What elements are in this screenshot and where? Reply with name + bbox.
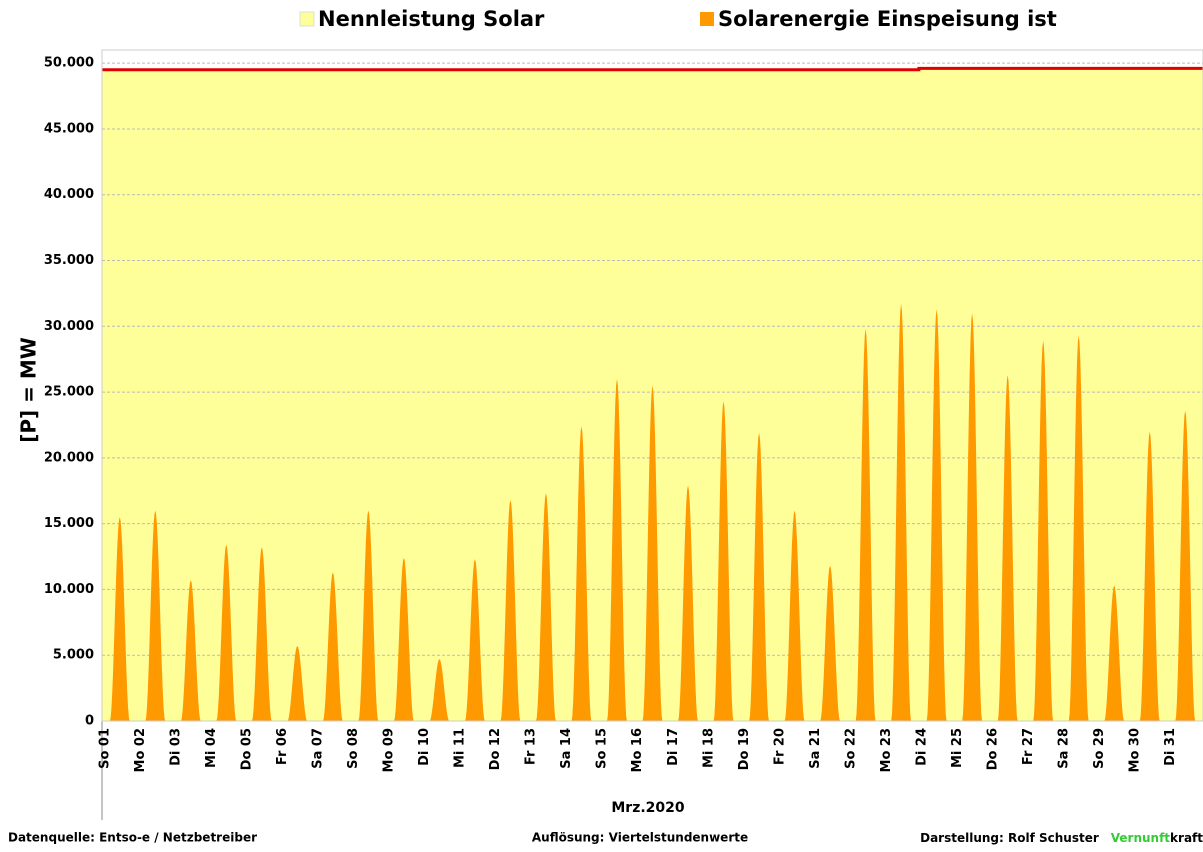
solar-day — [678, 485, 698, 721]
solar-day — [607, 378, 627, 721]
legend-swatch — [700, 12, 714, 26]
x-tick-label: So 01 — [98, 728, 113, 769]
x-tick-label: Mi 25 — [950, 728, 965, 768]
legend-label: Solarenergie Einspeisung ist — [718, 7, 1057, 31]
x-tick-label: Mi 11 — [453, 728, 468, 768]
x-tick-label: Mo 23 — [879, 728, 894, 772]
solar-day — [180, 580, 201, 721]
brand-green: Vernunft — [1111, 831, 1171, 845]
x-tick-label: Sa 07 — [311, 728, 326, 769]
y-tick-label: 30.000 — [44, 319, 94, 334]
solar-day — [1175, 410, 1196, 721]
y-tick-label: 50.000 — [44, 56, 94, 71]
x-tick-label: Di 03 — [169, 728, 184, 766]
y-tick-label: 5.000 — [53, 648, 94, 663]
x-tick-label: So 22 — [843, 728, 858, 769]
solar-day — [820, 565, 841, 721]
x-tick-label: Do 19 — [737, 728, 752, 770]
solar-day — [749, 432, 769, 721]
solar-day — [287, 646, 308, 721]
x-axis-title: Mrz.2020 — [611, 800, 685, 816]
solar-day — [784, 510, 805, 721]
x-tick-label: Di 17 — [666, 728, 681, 766]
footer-author: Darstellung: Rolf Schuster Vernunftkraft — [920, 831, 1203, 845]
solar-day — [997, 374, 1018, 721]
footer-resolution: Auflösung: Viertelstundenwerte — [532, 831, 748, 845]
y-tick-label: 0 — [85, 714, 94, 729]
solar-day — [216, 544, 237, 721]
solar-day — [393, 557, 414, 721]
solar-day — [926, 309, 947, 721]
solar-day — [1068, 335, 1089, 721]
y-tick-label: 40.000 — [44, 187, 94, 202]
x-tick-label: Mo 16 — [630, 728, 645, 772]
x-tick-label: Fr 20 — [772, 728, 787, 765]
legend-label: Nennleistung Solar — [318, 7, 545, 31]
y-axis-title: [P] = MW — [17, 337, 41, 443]
solar-day — [571, 426, 592, 721]
solar-day — [464, 559, 485, 721]
x-tick-label: Fr 27 — [1021, 728, 1036, 765]
x-tick-label: Mo 02 — [133, 728, 148, 772]
solar-day — [1104, 585, 1125, 721]
plot-border — [101, 49, 1203, 722]
x-tick-label: Mo 30 — [1127, 728, 1142, 772]
x-tick-label: So 15 — [595, 728, 610, 769]
solar-day — [145, 510, 166, 721]
rated-capacity-line — [102, 66, 1203, 72]
x-tick-label: Mi 04 — [204, 728, 219, 768]
solar-day — [536, 493, 556, 721]
solar-day — [1033, 340, 1054, 721]
solar-day — [322, 572, 343, 721]
brand-black: kraft — [1170, 831, 1203, 845]
solar-day — [251, 547, 272, 721]
solar-day — [500, 499, 521, 721]
x-tick-label: Di 31 — [1163, 728, 1178, 766]
x-tick-label: Do 05 — [240, 728, 255, 770]
x-tick-label: Fr 06 — [275, 728, 290, 765]
solar-day — [855, 328, 876, 721]
y-tick-label: 25.000 — [44, 385, 94, 400]
x-tick-label: Di 24 — [914, 728, 929, 766]
y-tick-label: 20.000 — [44, 450, 94, 465]
x-tick-label: Di 10 — [417, 728, 432, 766]
x-tick-label: Do 12 — [488, 728, 503, 770]
x-tick-label: So 29 — [1092, 728, 1107, 769]
x-tick-label: Sa 28 — [1056, 728, 1071, 769]
x-tick-label: Sa 21 — [808, 728, 823, 769]
y-tick-label: 15.000 — [44, 516, 94, 531]
solar-day — [358, 510, 379, 721]
x-tick-label: So 08 — [346, 728, 361, 769]
solar-day — [642, 385, 663, 721]
solar-day — [713, 401, 734, 721]
x-tick-label: Sa 14 — [559, 728, 574, 769]
footer-source: Datenquelle: Entso-e / Netzbetreiber — [8, 831, 257, 845]
x-tick-label: Mi 18 — [701, 728, 716, 768]
x-tick-label: Fr 13 — [524, 728, 539, 765]
solar-day — [962, 313, 983, 721]
solar-day — [109, 517, 130, 721]
legend-swatch — [299, 11, 315, 27]
y-tick-label: 45.000 — [44, 121, 94, 136]
solar-day — [429, 659, 450, 721]
solar-day — [1139, 431, 1160, 721]
author: Darstellung: Rolf Schuster — [920, 831, 1099, 845]
solar-day — [891, 303, 912, 721]
x-tick-label: Mo 09 — [382, 728, 397, 772]
x-tick-label: Do 26 — [985, 728, 1000, 770]
y-tick-label: 10.000 — [44, 582, 94, 597]
y-tick-label: 35.000 — [44, 253, 94, 268]
